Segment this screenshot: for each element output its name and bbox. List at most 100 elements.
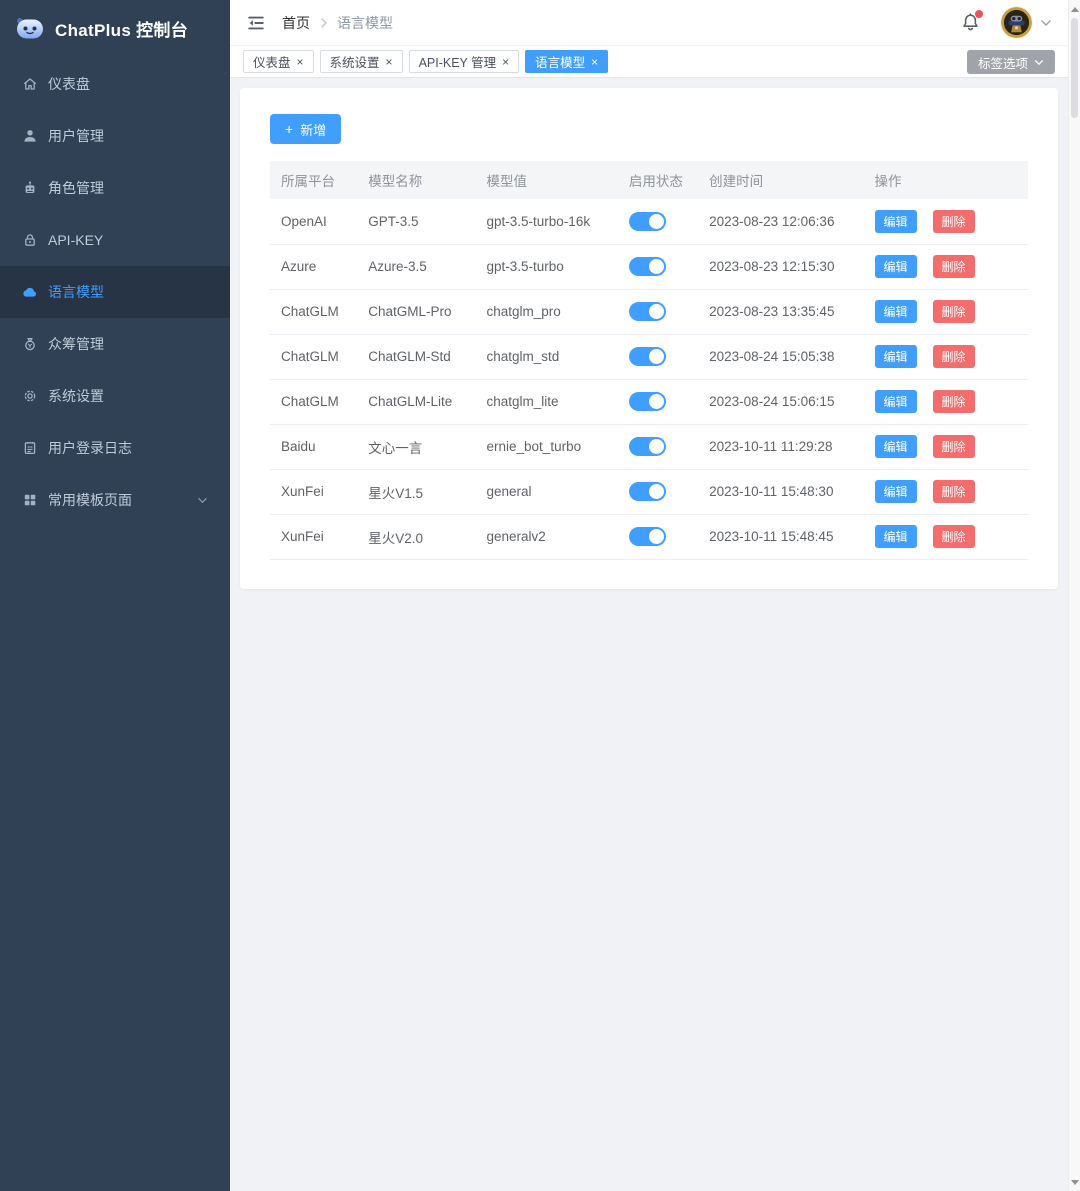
tab-4[interactable]: 语言模型 × [525, 50, 609, 73]
cell-model-value: gpt-3.5-turbo-16k [475, 199, 618, 245]
cell-model-value: ernie_bot_turbo [475, 424, 618, 470]
edit-button[interactable]: 编辑 [874, 209, 917, 233]
delete-button[interactable]: 删除 [932, 345, 975, 368]
delete-button[interactable]: 删除 [932, 209, 975, 233]
enable-toggle[interactable] [628, 257, 666, 276]
enable-toggle[interactable] [628, 392, 666, 411]
cell-platform: OpenAI [270, 199, 358, 245]
sidebar-item-label: API-KEY [48, 232, 104, 248]
sidebar-item-label: 系统设置 [48, 388, 104, 404]
cell-enabled [617, 514, 699, 560]
cell-model-value: chatglm_pro [475, 289, 618, 335]
tab-2[interactable]: 系统设置 × [319, 50, 403, 73]
user-menu-chevron-icon[interactable] [1040, 19, 1052, 27]
column-header: 所属平台 [270, 161, 358, 199]
tab-label: API-KEY 管理 [418, 56, 497, 70]
enable-toggle[interactable] [628, 482, 666, 501]
tab-3[interactable]: API-KEY 管理 × [408, 50, 520, 73]
cell-actions: 编辑 删除 [863, 469, 1028, 515]
cell-enabled [617, 424, 699, 470]
edit-button[interactable]: 编辑 [874, 525, 917, 548]
sidebar-item-money[interactable]: 众筹管理 [0, 318, 230, 370]
tab-1[interactable]: 仪表盘 × [243, 50, 314, 73]
scroll-up-arrow-icon[interactable] [1069, 2, 1080, 16]
cell-model-value: generalv2 [475, 514, 618, 560]
sidebar-item-model[interactable]: 语言模型 [0, 266, 230, 318]
delete-button[interactable]: 删除 [932, 480, 975, 503]
delete-button[interactable]: 删除 [932, 525, 975, 548]
enable-toggle[interactable] [628, 437, 666, 456]
scroll-down-arrow-icon[interactable] [1069, 1175, 1080, 1189]
sidebar-item-label: 众筹管理 [48, 336, 104, 352]
sidebar-item-label: 语言模型 [48, 284, 104, 300]
delete-button[interactable]: 删除 [932, 390, 975, 413]
sidebar-menu: 仪表盘 用户管理 角色管理 API-KEY 语言模型众筹管理系统设置用户登录日志常用模板… [0, 58, 230, 526]
cell-enabled [617, 244, 699, 290]
sidebar-collapse-icon[interactable] [246, 13, 266, 33]
cell-enabled [617, 289, 699, 335]
cell-actions: 编辑 删除 [863, 379, 1028, 425]
page-scrollbar[interactable] [1068, 0, 1080, 1191]
column-header: 操作 [863, 161, 1028, 199]
sidebar-item-home[interactable]: 仪表盘 [0, 58, 230, 110]
sidebar-item-robot[interactable]: 角色管理 [0, 162, 230, 214]
cell-platform: XunFei [270, 469, 358, 515]
cell-created-at: 2023-08-23 13:35:45 [698, 289, 864, 335]
enable-toggle[interactable] [628, 211, 666, 231]
edit-button[interactable]: 编辑 [874, 435, 917, 458]
delete-button[interactable]: 删除 [932, 435, 975, 458]
home-icon [22, 76, 38, 92]
table-row: XunFei 星火V2.0 generalv2 2023-10-11 15:48:45… [270, 514, 1028, 560]
cell-created-at: 2023-10-11 15:48:30 [698, 469, 864, 515]
tag-options-button[interactable]: 标签选项 [966, 50, 1055, 74]
delete-button[interactable]: 删除 [932, 300, 975, 323]
table-row: ChatGLM ChatGLM-Lite chatglm_lite 2023-08-2… [270, 379, 1028, 425]
tab-label: 语言模型 [535, 56, 586, 70]
cell-enabled [617, 469, 699, 515]
delete-button[interactable]: 删除 [932, 255, 975, 278]
column-header: 模型值 [475, 161, 618, 199]
cell-platform: Baidu [270, 424, 358, 470]
cell-model-name: 星火V1.5 [357, 469, 476, 515]
scrollbar-thumb[interactable] [1071, 18, 1078, 118]
enable-toggle[interactable] [628, 527, 666, 546]
enable-toggle[interactable] [628, 347, 666, 366]
sidebar-item-gear[interactable]: 系统设置 [0, 370, 230, 422]
sidebar-item-log[interactable]: 用户登录日志 [0, 422, 230, 474]
cell-created-at: 2023-10-11 15:48:45 [698, 514, 864, 560]
cell-model-name: 星火V2.0 [357, 514, 476, 560]
user-avatar[interactable] [1001, 7, 1032, 38]
breadcrumb-current: 语言模型 [337, 14, 393, 31]
notification-bell-icon[interactable] [959, 9, 983, 35]
tab-close-icon[interactable]: × [385, 54, 393, 69]
cell-model-name: ChatGLM-Lite [357, 379, 476, 425]
tab-close-icon[interactable]: × [591, 54, 599, 69]
sidebar-item-lock[interactable]: API-KEY [0, 214, 230, 266]
edit-button[interactable]: 编辑 [874, 390, 917, 413]
column-header: 启用状态 [617, 161, 699, 199]
edit-button[interactable]: 编辑 [874, 345, 917, 368]
sidebar: ChatPlus 控制台 仪表盘 用户管理 角色管理 API-KEY 语言模型众筹管理系… [0, 0, 230, 1191]
sidebar-item-user[interactable]: 用户管理 [0, 110, 230, 162]
chatplus-logo-icon [15, 15, 45, 41]
cell-model-value: general [475, 469, 618, 515]
sidebar-item-label: 常用模板页面 [48, 492, 132, 508]
app-logo: ChatPlus 控制台 [0, 0, 230, 56]
model-icon [22, 284, 38, 300]
table-row: Azure Azure-3.5 gpt-3.5-turbo 2023-08-23 12… [270, 244, 1028, 290]
language-model-table: 所属平台 模型名称 模型值 启用状态 创建时间 操作 OpenAI GPT-3.5 gpt-3… [270, 161, 1028, 560]
breadcrumb-home[interactable]: 首页 [282, 14, 310, 31]
edit-button[interactable]: 编辑 [874, 300, 917, 323]
user-icon [22, 128, 38, 144]
cell-actions: 编辑 删除 [863, 199, 1028, 245]
tab-close-icon[interactable]: × [296, 54, 304, 69]
cell-model-name: 文心一言 [357, 424, 476, 470]
edit-button[interactable]: 编辑 [874, 255, 917, 278]
enable-toggle[interactable] [628, 302, 666, 321]
edit-button[interactable]: 编辑 [874, 480, 917, 503]
sidebar-item-grid[interactable]: 常用模板页面 [0, 474, 230, 526]
add-model-button[interactable]: + 新增 [270, 114, 342, 144]
cell-actions: 编辑 删除 [863, 334, 1028, 380]
tag-options-chevron-icon [1034, 59, 1044, 66]
tab-close-icon[interactable]: × [502, 54, 510, 69]
